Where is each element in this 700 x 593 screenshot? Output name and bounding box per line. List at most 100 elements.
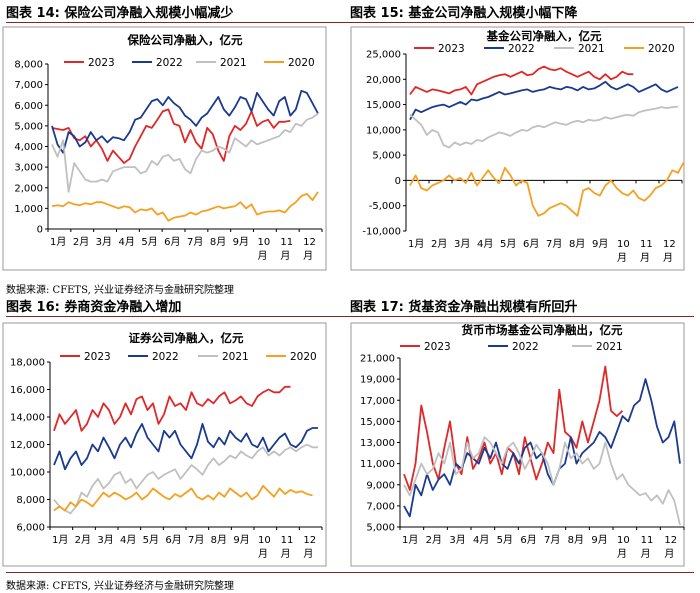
y-tick-label: 15,000	[366, 100, 401, 111]
y-tick-label: 4,000	[14, 142, 43, 153]
y-tick-label: 1,000	[14, 204, 43, 215]
y-tick-label: 9,000	[366, 480, 395, 491]
chart-title: 保险公司净融入，亿元	[127, 33, 243, 47]
x-tick-label: 7月	[544, 534, 560, 546]
x-tick-label: 10 月	[258, 237, 271, 262]
y-tick-label: 5,000	[366, 523, 395, 534]
x-tick-label: 9月	[233, 534, 249, 546]
legend-label-2020: 2020	[290, 351, 317, 363]
y-tick-label: -5,000	[369, 201, 401, 212]
chart-fund-net-borrowing: -10,000 -5,000 0 5,000 10,000 15,000 20,000 25,…	[350, 26, 685, 271]
y-tick-label: 5,000	[14, 121, 43, 132]
x-tick-label: 8月	[569, 238, 585, 250]
x-tick-label: 8月	[211, 534, 227, 546]
y-tick-label: 13,000	[360, 438, 395, 449]
x-tick-label: 3月	[449, 534, 465, 546]
x-tick-label: 11 月	[641, 535, 654, 560]
series-line-2020	[409, 162, 685, 217]
series-line-2023	[403, 365, 624, 491]
y-tick-label: 10,000	[366, 125, 401, 136]
x-tick-label: 6月	[523, 238, 539, 250]
figure-15-label: 图表 15:	[350, 6, 404, 21]
y-tick-label: 15,000	[360, 417, 395, 428]
y-tick-label: 25,000	[366, 50, 401, 61]
legend-label-2022: 2022	[156, 57, 183, 69]
figure-15-heading: 基金公司净融入规模小幅下降	[408, 6, 578, 21]
figure-14-label: 图表 14:	[6, 6, 60, 21]
x-tick-label: 5月	[143, 534, 159, 546]
legend-label-2022: 2022	[152, 351, 179, 363]
figure-14-title: 图表 14: 保险公司净融入规模小幅减少	[6, 2, 233, 21]
y-tick-label: 10,000	[10, 468, 45, 479]
series-line-2022	[403, 378, 681, 518]
figure-14-heading: 保险公司净融入规模小幅减少	[64, 6, 234, 21]
series-line-2022	[51, 89, 319, 154]
legend-label-2022: 2022	[508, 43, 535, 55]
source-note-top: 数据来源: CFETS, 兴业证券经济与金融研究院整理	[6, 285, 234, 296]
x-tick-label: 1月	[52, 534, 68, 546]
x-tick-label: 1月	[50, 236, 66, 248]
x-tick-label: 10 月	[258, 535, 271, 560]
x-tick-label: 9月	[233, 236, 249, 248]
x-tick-label: 10 月	[617, 239, 630, 264]
y-tick-label: 5,000	[372, 151, 401, 162]
y-tick-label: 18,000	[10, 358, 45, 369]
series-line-2023	[53, 385, 291, 432]
x-tick-label: 12 月	[663, 239, 676, 264]
series-line-2021	[51, 112, 319, 193]
series-line-2020	[51, 191, 319, 222]
x-tick-label: 4月	[120, 534, 136, 546]
series-line-2023	[51, 108, 291, 164]
series-line-2022	[409, 80, 679, 121]
x-tick-label: 11 月	[640, 239, 653, 264]
x-tick-label: 7月	[188, 534, 204, 546]
source-note-bottom: 数据来源: CFETS, 兴业证券经济与金融研究院整理	[6, 581, 234, 592]
x-tick-label: 9月	[591, 534, 607, 546]
x-tick-label: 3月	[97, 534, 113, 546]
x-tick-label: 12 月	[664, 535, 677, 560]
x-tick-label: 2月	[75, 534, 91, 546]
chart-title: 货币市场基金公司净融出，亿元	[461, 323, 623, 337]
x-tick-label: 2月	[431, 238, 447, 250]
x-tick-label: 4月	[477, 238, 493, 250]
x-tick-label: 4月	[119, 236, 135, 248]
legend-label-2023: 2023	[84, 351, 111, 363]
figure-17-heading: 货基资金净融出规模有所回升	[408, 300, 578, 315]
x-tick-label: 6月	[165, 534, 181, 546]
legend-label-2023: 2023	[438, 43, 465, 55]
legend-label-2020: 2020	[648, 43, 675, 55]
y-tick-label: 6,000	[14, 101, 43, 112]
series-line-2021	[403, 436, 681, 526]
x-tick-label: 1月	[408, 238, 424, 250]
figure-16-title: 图表 16: 券商资金净融入增加	[6, 296, 181, 315]
y-tick-label: 16,000	[10, 385, 45, 396]
bottom-rule	[6, 572, 694, 573]
legend-label-2023: 2023	[424, 341, 451, 353]
chart-securities-net-borrowing: 6,000 8,000 10,000 12,000 14,000 16,000 18,000…	[2, 322, 327, 567]
x-tick-label: 11 月	[281, 535, 294, 560]
legend-label-2021: 2021	[220, 57, 247, 69]
y-tick-label: 3,000	[14, 163, 43, 174]
y-tick-label: 0	[37, 225, 43, 236]
series-line-2020	[53, 484, 313, 512]
figure-15-title: 图表 15: 基金公司净融入规模小幅下降	[350, 2, 577, 21]
y-tick-label: 8,000	[14, 60, 43, 71]
x-tick-label: 5月	[500, 238, 516, 250]
y-tick-label: -10,000	[362, 227, 401, 238]
x-tick-label: 5月	[141, 236, 157, 248]
chart-title: 基金公司净融入，亿元	[486, 29, 602, 43]
legend-label-2021: 2021	[596, 341, 623, 353]
y-tick-label: 2,000	[14, 183, 43, 194]
x-tick-label: 8月	[210, 236, 226, 248]
figure-17-title: 图表 17: 货基资金净融出规模有所回升	[350, 296, 577, 315]
series-line-2021	[409, 105, 679, 149]
y-tick-label: 20,000	[366, 75, 401, 86]
y-tick-label: 17,000	[360, 396, 395, 407]
middle-rule	[6, 316, 694, 317]
figure-17-label: 图表 17:	[350, 300, 404, 315]
top-rule	[6, 22, 694, 23]
chart-frame	[2, 26, 327, 271]
y-tick-label: 6,000	[16, 523, 45, 534]
y-tick-label: 19,000	[360, 375, 395, 386]
figure-16-label: 图表 16:	[6, 300, 60, 315]
